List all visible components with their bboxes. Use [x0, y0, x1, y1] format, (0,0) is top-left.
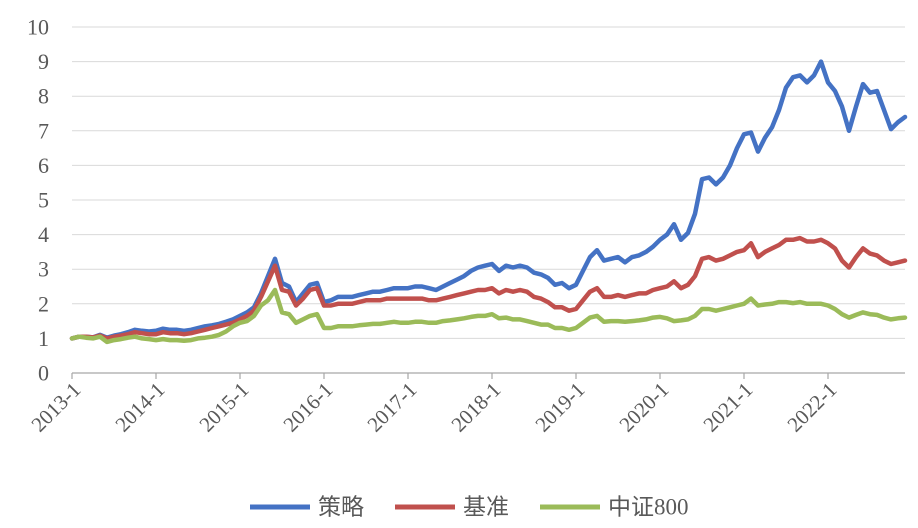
x-tick-label: 2016-1: [278, 378, 337, 437]
legend-label-strategy: 策略: [318, 495, 364, 520]
legend-label-csi800: 中证800: [608, 495, 689, 520]
legend-label-benchmark: 基准: [463, 495, 509, 520]
y-tick-label: 0: [38, 361, 49, 386]
x-tick-label: 2020-1: [614, 378, 673, 437]
legend: 策略 基准 中证800: [250, 495, 689, 520]
x-tick-label: 2018-1: [446, 378, 505, 437]
y-tick-label: 2: [38, 291, 49, 316]
x-tick-label: 2014-1: [110, 378, 169, 437]
benchmark-line: [69, 235, 908, 341]
x-tick-label: 2019-1: [530, 378, 589, 437]
y-tick-label: 6: [38, 153, 49, 178]
x-axis-ticks: 2013-1 2014-1 2015-1 2016-1 2017-1 2018-1 2019…: [26, 373, 841, 437]
y-tick-label: 1: [38, 326, 49, 351]
x-tick-label: 2013-1: [26, 378, 85, 437]
legend-item-strategy: 策略: [250, 495, 364, 520]
y-tick-label: 3: [38, 257, 49, 282]
y-tick-label: 7: [38, 118, 49, 143]
x-tick-label: 2021-1: [698, 378, 757, 437]
x-tick-label: 2015-1: [194, 378, 253, 437]
x-tick-label: 2017-1: [362, 378, 421, 437]
gridlines: [72, 26, 905, 339]
y-tick-label: 10: [27, 15, 49, 40]
y-tick-label: 4: [38, 222, 49, 247]
y-tick-label: 9: [38, 49, 49, 74]
y-tick-label: 8: [38, 84, 49, 109]
y-tick-label: 5: [38, 188, 49, 213]
x-tick-label: 2022-1: [782, 378, 841, 437]
legend-item-benchmark: 基准: [395, 495, 509, 520]
y-axis-tick-labels: 0 1 2 3 4 5 6 7 8 9 10: [27, 15, 49, 386]
legend-item-csi800: 中证800: [540, 495, 689, 520]
series-lines: [69, 59, 908, 345]
strategy-line: [69, 59, 908, 341]
csi800-line: [69, 287, 908, 345]
